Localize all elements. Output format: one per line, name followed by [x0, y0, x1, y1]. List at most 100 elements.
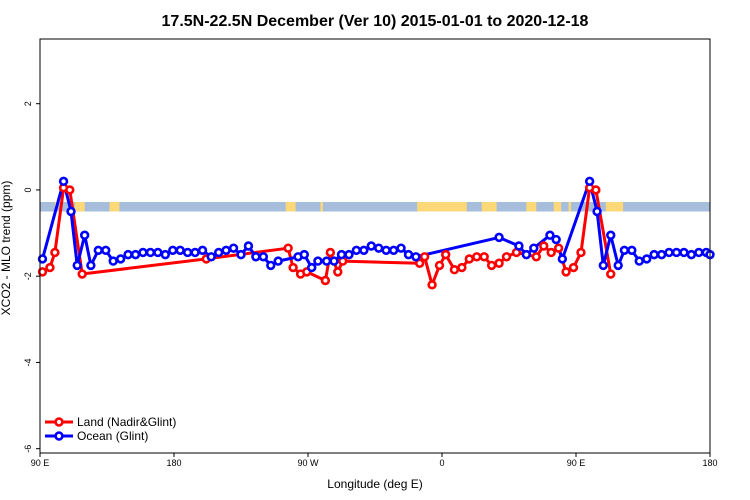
data-point — [79, 230, 90, 240]
data-point — [642, 254, 652, 264]
data-point — [694, 247, 704, 258]
data-point — [359, 245, 369, 256]
x-tick-label: 0 — [439, 458, 444, 468]
legend-label-1: Ocean (Glint) — [77, 429, 148, 443]
legend-marker-0 — [54, 417, 64, 427]
x-tick-label: 180 — [702, 458, 717, 468]
data-point — [671, 247, 682, 258]
data-point — [130, 249, 141, 260]
land-segment — [74, 202, 85, 212]
data-point — [457, 262, 467, 273]
data-point — [206, 252, 216, 262]
data-point — [115, 254, 126, 264]
data-point — [449, 265, 460, 275]
data-point — [521, 249, 532, 260]
land-segment — [320, 202, 323, 212]
data-point — [58, 176, 69, 187]
data-point — [50, 247, 60, 258]
data-point — [221, 245, 231, 256]
data-point — [321, 256, 332, 266]
data-point — [656, 249, 667, 260]
data-point — [182, 247, 193, 258]
data-point — [486, 260, 497, 271]
data-point — [65, 185, 75, 195]
data-point — [664, 247, 674, 258]
data-point — [606, 230, 616, 240]
data-point — [419, 252, 430, 262]
data-point — [403, 249, 414, 260]
land-ocean-band — [40, 202, 710, 212]
data-point — [545, 230, 555, 240]
data-point — [45, 262, 55, 273]
data-point — [568, 262, 579, 273]
plot-frame — [39, 38, 711, 454]
data-point — [86, 260, 96, 271]
data-point — [494, 232, 504, 243]
data-point — [598, 260, 608, 271]
y-axis-label: XCO2 - MLO trend (ppm) — [0, 181, 13, 316]
data-point — [479, 252, 489, 262]
data-point — [153, 247, 163, 258]
data-point — [686, 249, 697, 260]
y-tick-label: -6 — [23, 445, 33, 453]
x-tick-label: 90 E — [567, 458, 586, 468]
land-segment — [417, 202, 467, 212]
data-point — [374, 243, 384, 253]
data-point — [138, 247, 148, 258]
data-point — [251, 252, 261, 262]
data-point — [168, 245, 178, 256]
data-point — [427, 280, 437, 290]
data-point — [93, 245, 104, 256]
land-segment — [109, 202, 120, 212]
data-point — [679, 247, 689, 258]
data-point — [258, 252, 269, 262]
data-point — [546, 247, 556, 258]
legend-label-0: Land (Nadir&Glint) — [77, 415, 176, 429]
land-segment — [605, 202, 624, 212]
data-point — [72, 260, 82, 271]
data-point — [66, 206, 76, 217]
data-point — [213, 247, 224, 258]
data-point — [576, 247, 586, 258]
data-point — [197, 245, 208, 256]
legend-marker-1 — [54, 431, 64, 441]
data-point — [514, 241, 524, 251]
data-point — [108, 256, 118, 266]
y-tick-label: 0 — [23, 187, 33, 192]
data-point — [388, 245, 399, 256]
data-point — [381, 245, 391, 256]
data-point — [649, 249, 659, 260]
ocean-band — [40, 202, 710, 212]
data-point — [627, 245, 637, 256]
land-segment — [568, 202, 572, 212]
data-point — [228, 243, 239, 253]
data-point — [529, 243, 539, 253]
data-point — [243, 241, 254, 251]
y-tick-label: 2 — [23, 101, 33, 106]
data-point — [333, 267, 343, 277]
data-point — [396, 243, 406, 253]
data-point — [325, 247, 336, 258]
data-point — [634, 256, 644, 266]
data-point — [307, 262, 317, 273]
y-axis-ticks: 2 0 -2 -4 -6 — [23, 101, 40, 453]
data-point — [366, 241, 376, 251]
data-point — [190, 247, 200, 258]
data-point — [411, 252, 421, 262]
data-point — [77, 269, 87, 279]
x-tick-label: 90 E — [31, 458, 50, 468]
x-axis-ticks: 90 E 180 90 W 0 90 E 180 — [31, 453, 718, 468]
data-point — [553, 243, 564, 253]
x-tick-label: 180 — [166, 458, 181, 468]
data-point — [434, 260, 445, 271]
data-point — [539, 241, 549, 251]
data-point — [175, 245, 185, 256]
land-segment — [285, 202, 296, 212]
data-point — [123, 249, 133, 260]
data-point — [501, 252, 512, 262]
data-point — [494, 258, 504, 268]
data-point — [344, 249, 354, 260]
data-point — [619, 245, 630, 256]
data-point — [329, 256, 339, 266]
data-point — [551, 234, 561, 245]
